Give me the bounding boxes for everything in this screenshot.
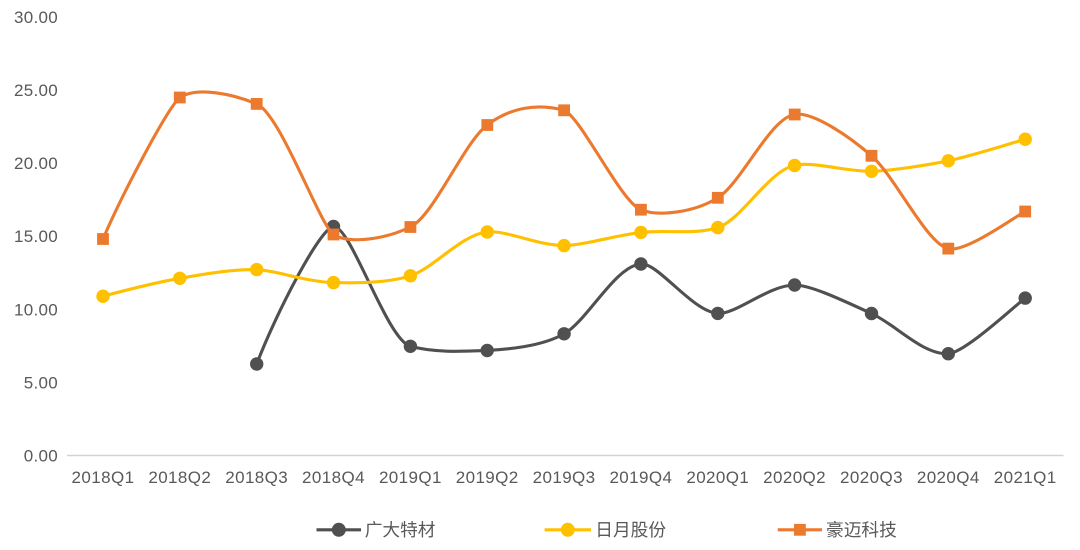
svg-text:0.00: 0.00: [24, 447, 58, 466]
svg-text:2019Q1: 2019Q1: [379, 468, 442, 487]
svg-text:2018Q1: 2018Q1: [72, 468, 135, 487]
svg-text:2020Q3: 2020Q3: [840, 468, 903, 487]
svg-text:25.00: 25.00: [14, 81, 58, 100]
svg-text:2019Q3: 2019Q3: [533, 468, 596, 487]
svg-text:2018Q4: 2018Q4: [302, 468, 365, 487]
svg-text:20.00: 20.00: [14, 154, 58, 173]
svg-text:2018Q3: 2018Q3: [225, 468, 288, 487]
svg-text:10.00: 10.00: [14, 300, 58, 319]
svg-text:2021Q1: 2021Q1: [994, 468, 1057, 487]
svg-text:日月股份: 日月股份: [595, 520, 666, 540]
svg-text:2020Q2: 2020Q2: [763, 468, 826, 487]
svg-text:2019Q2: 2019Q2: [456, 468, 519, 487]
svg-text:2020Q4: 2020Q4: [917, 468, 980, 487]
svg-text:2020Q1: 2020Q1: [686, 468, 749, 487]
svg-text:广大特材: 广大特材: [365, 520, 436, 540]
svg-text:5.00: 5.00: [24, 373, 58, 392]
svg-text:15.00: 15.00: [14, 227, 58, 246]
svg-text:30.00: 30.00: [14, 8, 58, 27]
svg-text:2018Q2: 2018Q2: [148, 468, 211, 487]
svg-text:2019Q4: 2019Q4: [609, 468, 672, 487]
svg-text:豪迈科技: 豪迈科技: [826, 520, 897, 540]
